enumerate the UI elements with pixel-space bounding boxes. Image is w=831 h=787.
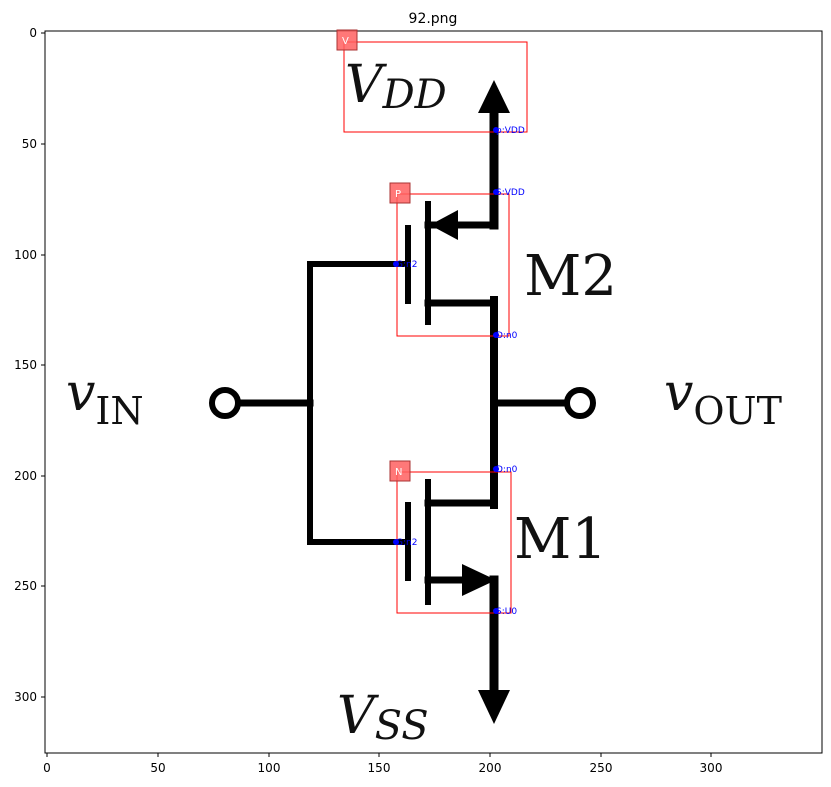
pin-label-m1-d: D:n0 — [496, 465, 518, 475]
pin-dot — [493, 332, 499, 338]
x-tick-label: 300 — [700, 761, 723, 775]
vdd-bbox — [343, 41, 528, 133]
x-axis: 0 50 100 150 200 250 300 — [43, 753, 722, 775]
x-tick-label: 50 — [150, 761, 165, 775]
pin-dot — [393, 261, 399, 267]
pin-dot — [493, 127, 499, 133]
y-tick-label: 0 — [29, 26, 37, 40]
y-tick-label: 200 — [14, 469, 37, 483]
m1-label: M1 — [514, 507, 607, 572]
pin-dot — [393, 539, 399, 545]
pmos-tag-box — [389, 182, 411, 204]
vss-label: VSS — [337, 686, 429, 749]
annotation-tags: V P N — [336, 29, 411, 482]
pmos-tag: P — [395, 189, 401, 200]
pin-dot — [493, 608, 499, 614]
pin-dot — [493, 466, 499, 472]
x-tick-label: 250 — [590, 761, 613, 775]
vdd-label: VDD — [345, 55, 447, 118]
pin-markers — [393, 127, 499, 614]
x-tick-label: 0 — [43, 761, 51, 775]
pin-label-m2-d: D:n0 — [496, 331, 518, 341]
y-tick-label: 100 — [14, 248, 37, 262]
pin-label-m1-g: G:n2 — [396, 538, 417, 548]
y-axis: 0 50 100 150 200 250 300 — [14, 26, 45, 704]
pin-dot — [493, 189, 499, 195]
y-tick-label: 300 — [14, 690, 37, 704]
y-tick-label: 150 — [14, 358, 37, 372]
pin-label-vdd-p: p:VDD — [496, 126, 525, 136]
vout-terminal — [564, 387, 596, 419]
cmos-inverter-schematic — [209, 80, 596, 724]
vin-terminal — [209, 387, 241, 419]
x-tick-label: 100 — [258, 761, 281, 775]
pin-label-m1-s: S:U0 — [496, 607, 517, 617]
vdd-tag: V — [342, 36, 349, 47]
x-tick-label: 200 — [479, 761, 502, 775]
image-frame — [44, 30, 823, 754]
figure-title: 92.png — [409, 11, 458, 27]
vdd-arrow-icon — [478, 80, 510, 113]
y-tick-label: 50 — [22, 137, 37, 151]
nmos-tag: N — [395, 467, 402, 478]
m1-arrow-icon — [462, 564, 496, 596]
m2-arrow-icon — [430, 210, 458, 240]
nmos-tag-box — [389, 460, 411, 482]
pin-label-m2-g: G:n2 — [396, 260, 417, 270]
m2-label: M2 — [524, 244, 617, 309]
vout-label: vOUT — [664, 363, 782, 433]
y-tick-label: 250 — [14, 579, 37, 593]
vdd-tag-box — [336, 29, 358, 51]
pin-label-m2-s: S:VDD — [496, 188, 525, 198]
x-tick-label: 150 — [368, 761, 391, 775]
vin-label: vIN — [66, 363, 144, 433]
vss-arrow-icon — [478, 690, 510, 724]
